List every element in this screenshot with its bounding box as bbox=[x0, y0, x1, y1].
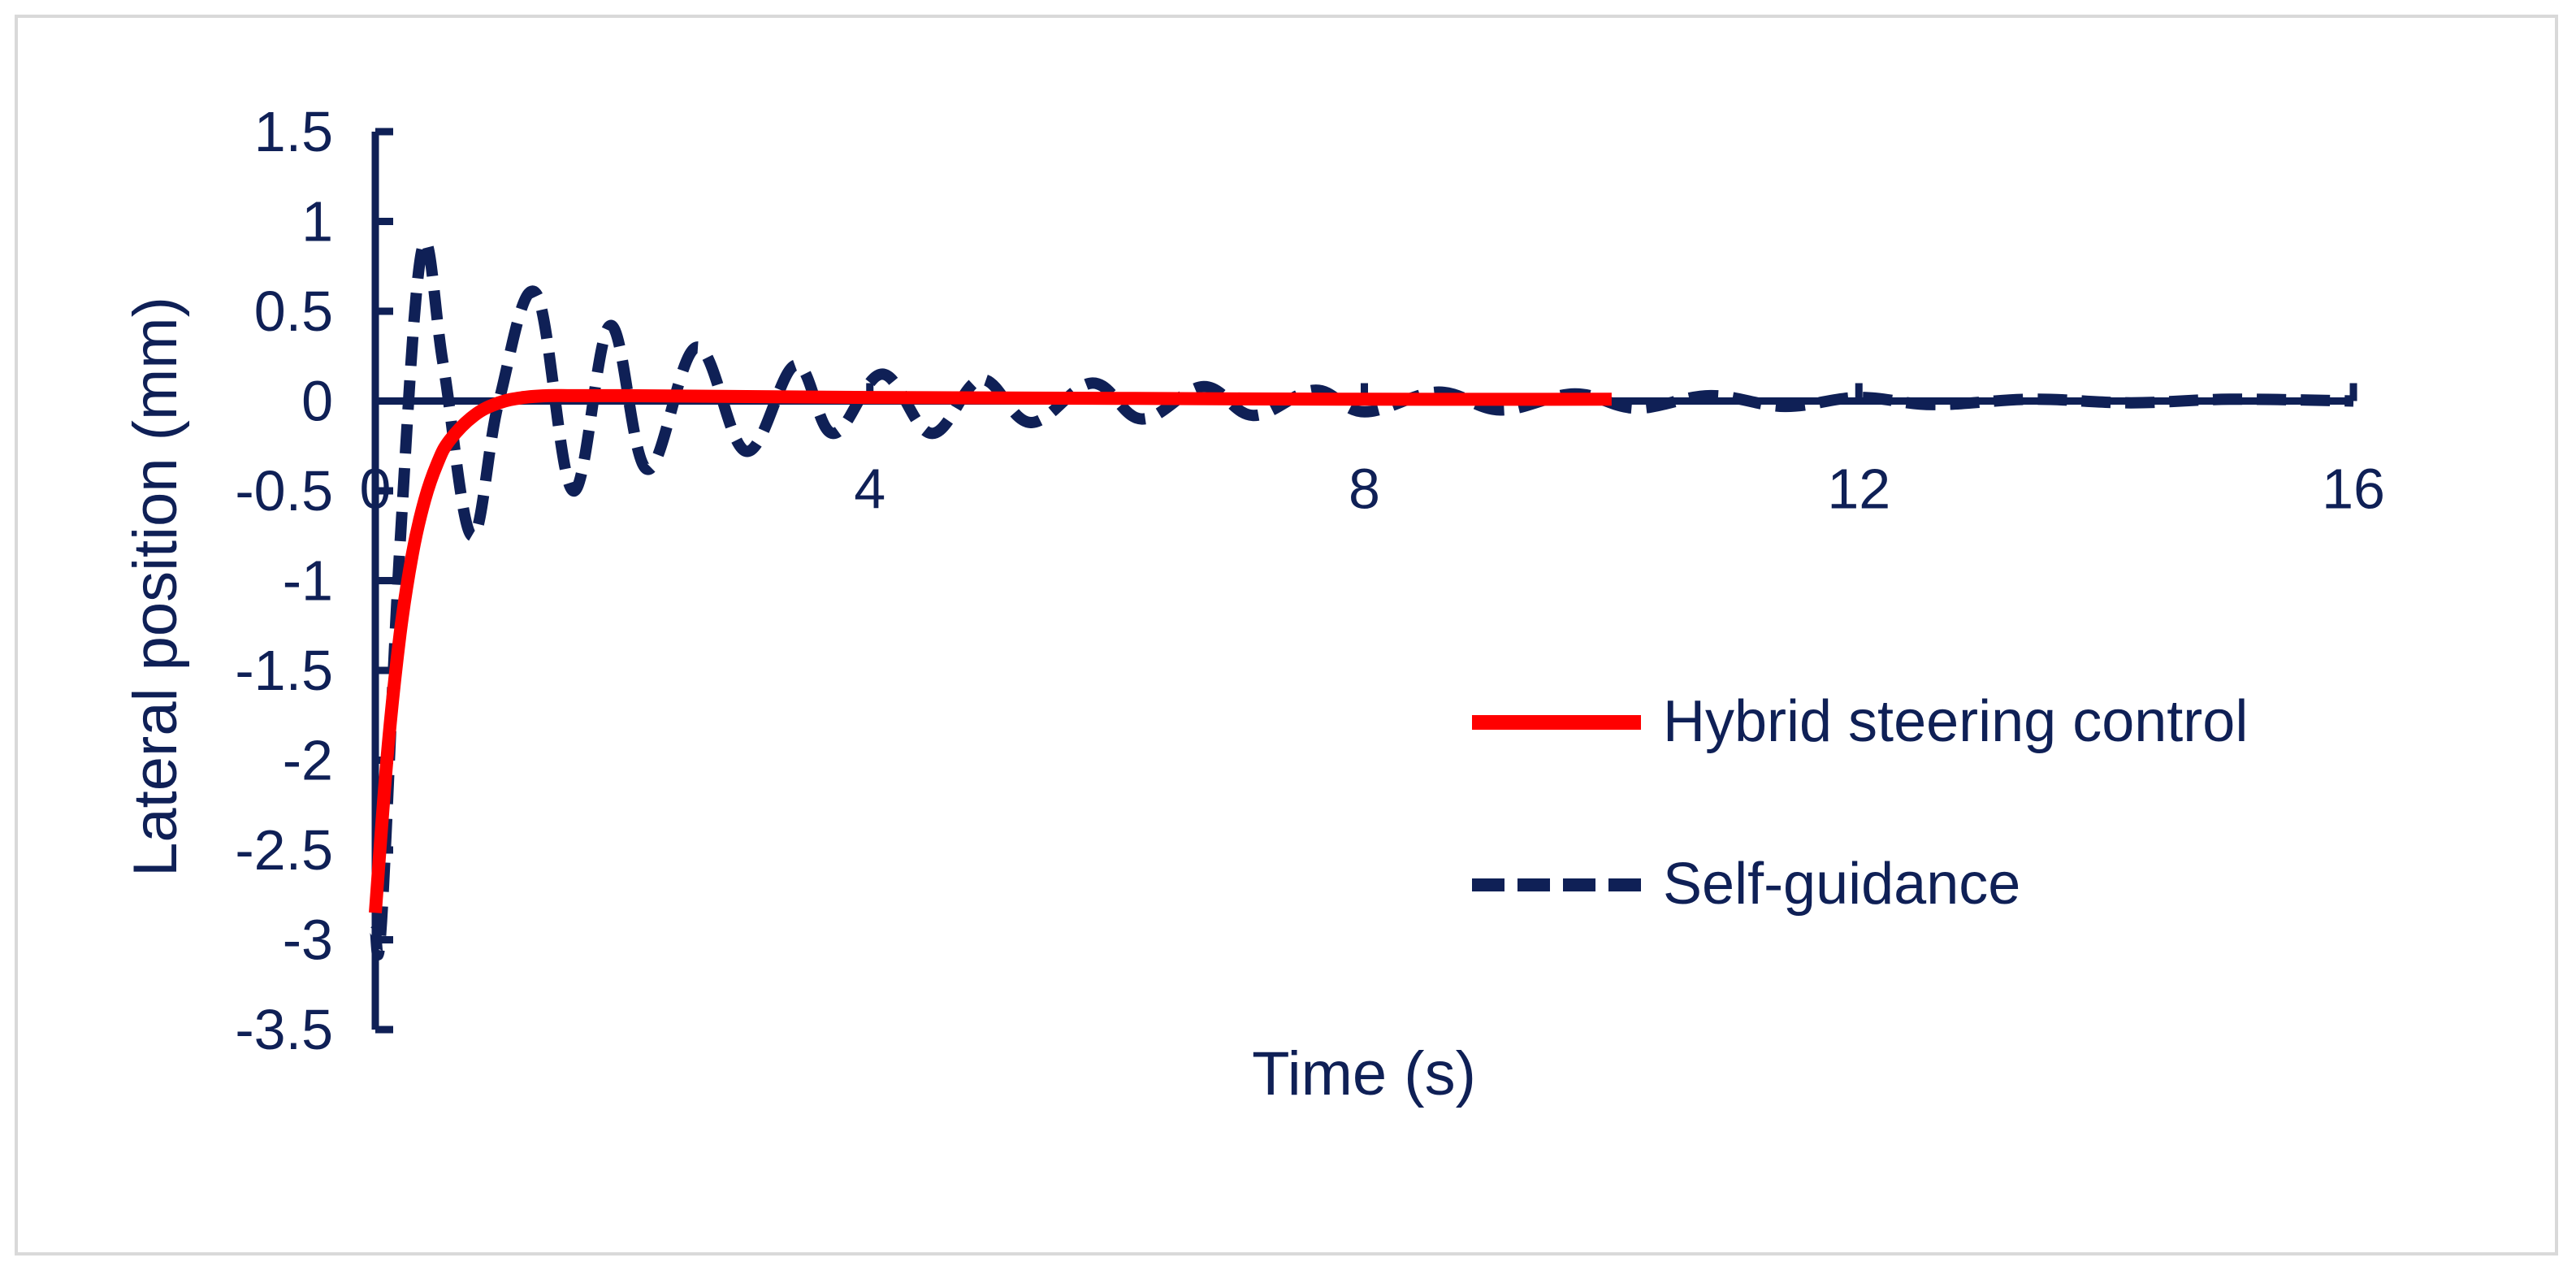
chart-frame: 1.510.50-0.5-1-1.5-2-2.5-3-3.5 0481216 T… bbox=[15, 15, 2558, 1255]
y-axis-title: Lateral position (mm) bbox=[121, 297, 190, 877]
y-tick-label: 1 bbox=[301, 190, 333, 254]
y-tick-label: -1 bbox=[283, 549, 333, 613]
y-tick-label: -0.5 bbox=[235, 459, 333, 523]
y-tick-label: 1.5 bbox=[254, 100, 333, 163]
y-tick-label: -3 bbox=[283, 909, 333, 972]
x-tick-label: 8 bbox=[1349, 458, 1380, 521]
x-tick-label: 12 bbox=[1827, 458, 1890, 521]
line-chart: 1.510.50-0.5-1-1.5-2-2.5-3-3.5 0481216 T… bbox=[121, 100, 2385, 1108]
y-tick-label: -3.5 bbox=[235, 998, 333, 1061]
x-tick-label: 4 bbox=[854, 458, 885, 521]
legend-label-self-guidance: Self-guidance bbox=[1663, 852, 2020, 917]
y-tick-label: -2 bbox=[283, 729, 333, 792]
x-tick-label: 16 bbox=[2322, 458, 2385, 521]
legend-label-hybrid: Hybrid steering control bbox=[1663, 689, 2248, 754]
series-line-self-guidance bbox=[370, 236, 2354, 961]
y-tick-label: -2.5 bbox=[235, 818, 333, 882]
legend: Hybrid steering control Self-guidance bbox=[1472, 689, 2248, 917]
series-line-hybrid bbox=[369, 388, 1612, 913]
y-tick-label: -1.5 bbox=[235, 639, 333, 702]
x-axis-title: Time (s) bbox=[1252, 1039, 1476, 1108]
y-tick-label: 0 bbox=[301, 370, 333, 433]
y-tick-label: 0.5 bbox=[254, 280, 333, 343]
